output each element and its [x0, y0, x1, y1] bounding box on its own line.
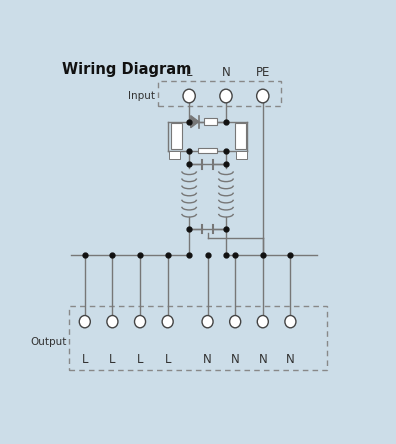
Circle shape	[183, 89, 195, 103]
Bar	[235, 123, 246, 149]
Text: N: N	[203, 353, 212, 366]
Text: N: N	[259, 353, 267, 366]
Text: L: L	[109, 353, 116, 366]
Bar	[69, 306, 327, 369]
Bar	[236, 151, 248, 159]
Bar	[204, 118, 217, 125]
Text: Output: Output	[30, 337, 67, 347]
Polygon shape	[191, 115, 199, 128]
Circle shape	[135, 316, 146, 328]
FancyBboxPatch shape	[46, 50, 360, 399]
Circle shape	[257, 316, 268, 328]
Text: N: N	[222, 66, 230, 79]
Bar	[198, 148, 217, 154]
Circle shape	[162, 316, 173, 328]
Text: L: L	[137, 353, 143, 366]
Circle shape	[230, 316, 241, 328]
Circle shape	[107, 316, 118, 328]
Circle shape	[220, 89, 232, 103]
Text: L: L	[164, 353, 171, 366]
Text: L: L	[82, 353, 88, 366]
Bar	[171, 123, 182, 149]
Text: Wiring Diagram: Wiring Diagram	[62, 62, 191, 77]
Bar	[158, 81, 281, 106]
Circle shape	[202, 316, 213, 328]
Circle shape	[285, 316, 296, 328]
Circle shape	[79, 316, 90, 328]
Circle shape	[257, 89, 269, 103]
Text: N: N	[286, 353, 295, 366]
Bar	[169, 151, 180, 159]
Text: Input: Input	[128, 91, 155, 101]
Text: PE: PE	[255, 66, 270, 79]
Text: L: L	[186, 66, 192, 79]
Text: v: v	[173, 152, 176, 158]
Text: N: N	[231, 353, 240, 366]
